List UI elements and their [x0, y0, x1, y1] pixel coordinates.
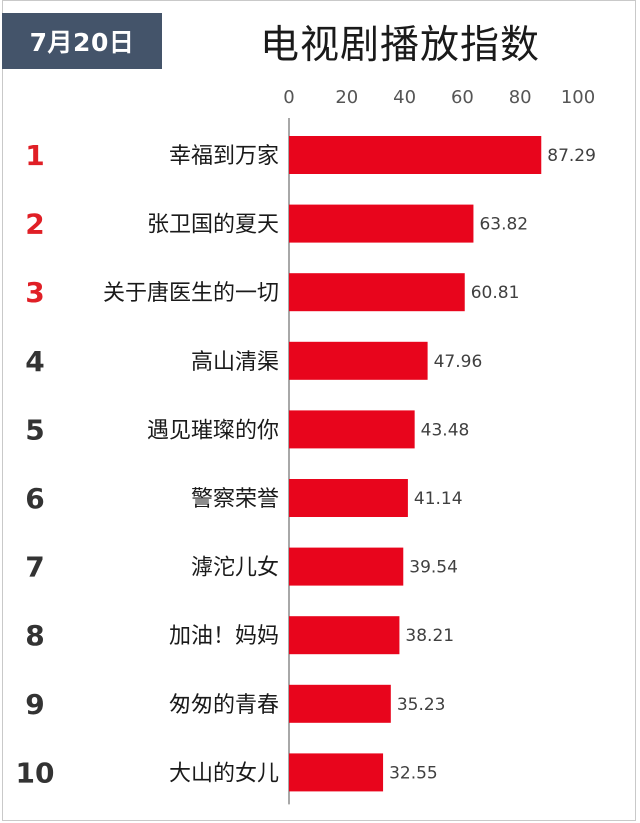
value-label: 39.54 [409, 558, 458, 578]
x-tick-label: 40 [393, 87, 416, 108]
value-label: 38.21 [405, 626, 454, 646]
bar [289, 684, 391, 723]
value-label: 87.29 [547, 146, 596, 166]
rank-number: 2 [25, 208, 44, 241]
category-label: 高山清渠 [191, 350, 279, 375]
value-label: 60.81 [471, 283, 520, 303]
value-label: 41.14 [414, 489, 463, 509]
x-tick-label: 0 [283, 87, 294, 108]
value-label: 35.23 [397, 695, 446, 715]
category-label: 警察荣誉 [191, 487, 279, 512]
category-label: 遇见璀璨的你 [147, 418, 279, 443]
bar [289, 410, 415, 449]
bar [289, 547, 404, 586]
rank-number: 9 [25, 688, 44, 721]
value-label: 63.82 [479, 215, 528, 235]
rank-number: 10 [16, 756, 55, 789]
rank-number: 8 [25, 619, 44, 652]
category-label: 大山的女儿 [169, 761, 279, 786]
date-badge: 7月20日 [2, 13, 162, 69]
category-label: 滹沱儿女 [191, 556, 279, 581]
value-label: 43.48 [421, 420, 470, 440]
bar [289, 616, 400, 655]
rank-number: 1 [25, 139, 44, 172]
category-label: 张卫国的夏天 [147, 213, 279, 238]
x-tick-label: 20 [335, 87, 358, 108]
rank-number: 4 [25, 345, 44, 378]
page-title: 电视剧播放指数 [260, 23, 541, 68]
value-label: 47.96 [434, 352, 483, 372]
x-tick-label: 100 [561, 87, 595, 108]
bar [289, 753, 384, 792]
bar [289, 136, 542, 174]
value-label: 32.55 [389, 763, 438, 783]
bar [289, 273, 465, 312]
bar [289, 479, 408, 517]
x-tick-label: 80 [509, 87, 532, 108]
rank-number: 5 [25, 413, 44, 446]
rank-number: 3 [25, 276, 44, 309]
bar [289, 341, 428, 380]
category-label: 关于唐医生的一切 [103, 281, 279, 306]
bar [289, 204, 474, 243]
rank-number: 6 [25, 482, 44, 515]
rank-number: 7 [25, 551, 44, 584]
category-label: 加油！妈妈 [169, 624, 279, 649]
category-label: 幸福到万家 [169, 144, 279, 169]
x-tick-label: 60 [451, 87, 474, 108]
category-label: 匆匆的青春 [169, 693, 279, 718]
